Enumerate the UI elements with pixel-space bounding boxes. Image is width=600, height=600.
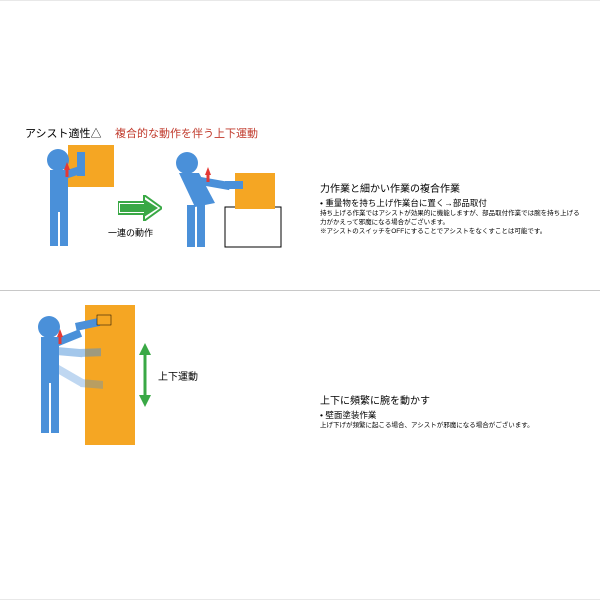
scene1-caption: 一連の動作 xyxy=(108,226,153,239)
scene1-text-block: 力作業と細かい作業の複合作業 重量物を持ち上げ作業台に置く→部品取付 持ち上げる… xyxy=(320,180,590,236)
separator-line xyxy=(0,290,600,291)
scene2-text-block: 上下に頻繁に腕を動かす 壁面塗装作業 上げ下げが頻繁に起こる場合、アシストが邪魔… xyxy=(320,392,590,431)
header-left: アシスト適性△ xyxy=(25,125,102,141)
scene1-line2: 力がかえって邪魔になる場合がございます。 xyxy=(320,219,590,228)
scene1-line1: 持ち上げる作業ではアシストが効果的に機能しますが、部品取付作業では腕を持ち上げる xyxy=(320,210,590,219)
scene2-line: 上げ下げが頻繁に起こる場合、アシストが邪魔になる場合がございます。 xyxy=(320,422,590,431)
scene2-title: 上下に頻繁に腕を動かす xyxy=(320,392,590,407)
scene2-bullet: 壁面塗装作業 xyxy=(320,409,590,421)
scene1-green-arrow xyxy=(118,195,162,221)
scene2-caption: 上下運動 xyxy=(158,368,198,383)
scene1-line3: ※アシストのスイッチをOFFにすることでアシストをなくすことは可能です。 xyxy=(320,228,590,237)
scene1-bullet: 重量物を持ち上げ作業台に置く→部品取付 xyxy=(320,197,590,209)
header-right: 複合的な動作を伴う上下運動 xyxy=(115,125,258,141)
scene1-figure-left xyxy=(30,140,120,250)
scene2-figure xyxy=(25,305,175,455)
top-hairline xyxy=(0,0,600,1)
scene1-title: 力作業と細かい作業の複合作業 xyxy=(320,180,590,195)
scene1-figure-right xyxy=(165,145,285,255)
